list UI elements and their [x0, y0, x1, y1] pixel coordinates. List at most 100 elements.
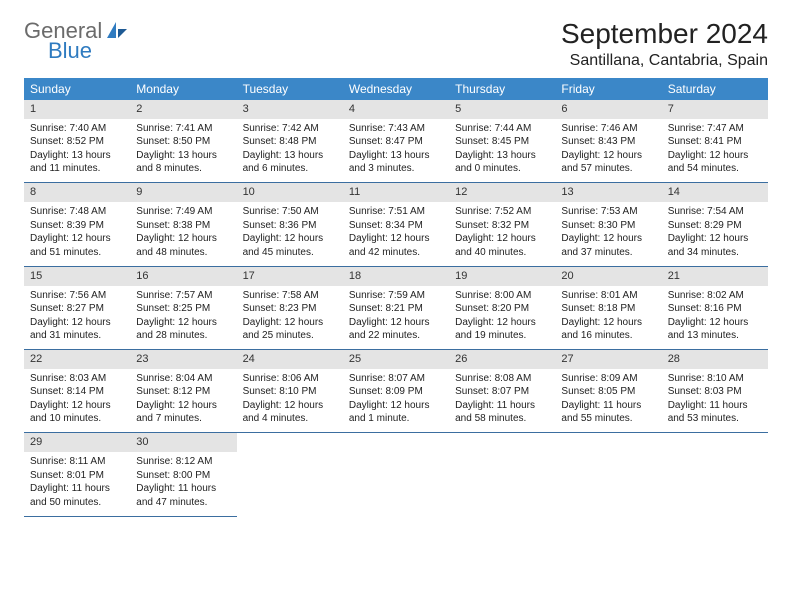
- daylight-line2: and 16 minutes.: [561, 329, 655, 343]
- sunrise-text: Sunrise: 7:41 AM: [136, 122, 230, 136]
- day-number: 18: [343, 266, 449, 285]
- daylight-line1: Daylight: 12 hours: [668, 316, 762, 330]
- sunset-text: Sunset: 8:20 PM: [455, 302, 549, 316]
- day-number: 26: [449, 350, 555, 369]
- sunset-text: Sunset: 8:23 PM: [243, 302, 337, 316]
- sunrise-text: Sunrise: 7:46 AM: [561, 122, 655, 136]
- day-cell: [662, 452, 768, 516]
- day-cell: Sunrise: 7:42 AMSunset: 8:48 PMDaylight:…: [237, 119, 343, 183]
- sunset-text: Sunset: 8:39 PM: [30, 219, 124, 233]
- sunrise-text: Sunrise: 7:52 AM: [455, 205, 549, 219]
- daylight-line1: Daylight: 12 hours: [561, 316, 655, 330]
- daylight-line1: Daylight: 12 hours: [243, 316, 337, 330]
- sunset-text: Sunset: 8:00 PM: [136, 469, 230, 483]
- day-number: 7: [662, 100, 768, 119]
- day-number: 20: [555, 266, 661, 285]
- sunset-text: Sunset: 8:09 PM: [349, 385, 443, 399]
- sunset-text: Sunset: 8:45 PM: [455, 135, 549, 149]
- sunrise-text: Sunrise: 8:09 AM: [561, 372, 655, 386]
- sunset-text: Sunset: 8:30 PM: [561, 219, 655, 233]
- day-number: 22: [24, 350, 130, 369]
- daylight-line1: Daylight: 12 hours: [668, 232, 762, 246]
- daylight-line2: and 22 minutes.: [349, 329, 443, 343]
- day-number: 9: [130, 183, 236, 202]
- daylight-line1: Daylight: 12 hours: [243, 399, 337, 413]
- daylight-line1: Daylight: 12 hours: [561, 232, 655, 246]
- daylight-line2: and 10 minutes.: [30, 412, 124, 426]
- daylight-line1: Daylight: 12 hours: [349, 399, 443, 413]
- data-row: Sunrise: 7:56 AMSunset: 8:27 PMDaylight:…: [24, 286, 768, 350]
- weekday-header: Saturday: [662, 78, 768, 100]
- daylight-line1: Daylight: 11 hours: [30, 482, 124, 496]
- daylight-line2: and 3 minutes.: [349, 162, 443, 176]
- day-cell: [449, 452, 555, 516]
- day-number: 17: [237, 266, 343, 285]
- sunset-text: Sunset: 8:32 PM: [455, 219, 549, 233]
- daylight-line1: Daylight: 11 hours: [561, 399, 655, 413]
- sunset-text: Sunset: 8:03 PM: [668, 385, 762, 399]
- sunset-text: Sunset: 8:16 PM: [668, 302, 762, 316]
- daynum-row: 2930: [24, 433, 768, 452]
- daylight-line2: and 57 minutes.: [561, 162, 655, 176]
- sunset-text: Sunset: 8:12 PM: [136, 385, 230, 399]
- sunrise-text: Sunrise: 7:48 AM: [30, 205, 124, 219]
- daylight-line2: and 13 minutes.: [668, 329, 762, 343]
- sunset-text: Sunset: 8:47 PM: [349, 135, 443, 149]
- sunrise-text: Sunrise: 7:57 AM: [136, 289, 230, 303]
- weekday-header: Monday: [130, 78, 236, 100]
- day-cell: Sunrise: 7:41 AMSunset: 8:50 PMDaylight:…: [130, 119, 236, 183]
- daylight-line2: and 28 minutes.: [136, 329, 230, 343]
- day-number: 11: [343, 183, 449, 202]
- daylight-line1: Daylight: 12 hours: [136, 232, 230, 246]
- day-number: 25: [343, 350, 449, 369]
- location-label: Santillana, Cantabria, Spain: [561, 52, 768, 70]
- day-number: 10: [237, 183, 343, 202]
- sunrise-text: Sunrise: 7:40 AM: [30, 122, 124, 136]
- daylight-line2: and 7 minutes.: [136, 412, 230, 426]
- sunset-text: Sunset: 8:29 PM: [668, 219, 762, 233]
- day-cell: Sunrise: 7:48 AMSunset: 8:39 PMDaylight:…: [24, 202, 130, 266]
- sunset-text: Sunset: 8:34 PM: [349, 219, 443, 233]
- weekday-header: Thursday: [449, 78, 555, 100]
- day-cell: Sunrise: 8:11 AMSunset: 8:01 PMDaylight:…: [24, 452, 130, 516]
- day-cell: Sunrise: 8:03 AMSunset: 8:14 PMDaylight:…: [24, 369, 130, 433]
- sunrise-text: Sunrise: 7:59 AM: [349, 289, 443, 303]
- day-cell: Sunrise: 7:44 AMSunset: 8:45 PMDaylight:…: [449, 119, 555, 183]
- day-cell: Sunrise: 8:00 AMSunset: 8:20 PMDaylight:…: [449, 286, 555, 350]
- sunset-text: Sunset: 8:21 PM: [349, 302, 443, 316]
- day-cell: Sunrise: 7:51 AMSunset: 8:34 PMDaylight:…: [343, 202, 449, 266]
- weekday-header-row: Sunday Monday Tuesday Wednesday Thursday…: [24, 78, 768, 100]
- daynum-row: 891011121314: [24, 183, 768, 202]
- day-cell: [343, 452, 449, 516]
- sunset-text: Sunset: 8:07 PM: [455, 385, 549, 399]
- daylight-line1: Daylight: 12 hours: [30, 232, 124, 246]
- sunset-text: Sunset: 8:18 PM: [561, 302, 655, 316]
- sunset-text: Sunset: 8:14 PM: [30, 385, 124, 399]
- day-cell: Sunrise: 7:47 AMSunset: 8:41 PMDaylight:…: [662, 119, 768, 183]
- daylight-line1: Daylight: 13 hours: [455, 149, 549, 163]
- weekday-header: Sunday: [24, 78, 130, 100]
- daylight-line1: Daylight: 12 hours: [136, 399, 230, 413]
- daylight-line1: Daylight: 11 hours: [136, 482, 230, 496]
- daylight-line2: and 53 minutes.: [668, 412, 762, 426]
- daylight-line1: Daylight: 12 hours: [30, 399, 124, 413]
- sunrise-text: Sunrise: 8:02 AM: [668, 289, 762, 303]
- daynum-row: 15161718192021: [24, 266, 768, 285]
- day-cell: Sunrise: 8:12 AMSunset: 8:00 PMDaylight:…: [130, 452, 236, 516]
- daylight-line2: and 34 minutes.: [668, 246, 762, 260]
- day-cell: Sunrise: 8:09 AMSunset: 8:05 PMDaylight:…: [555, 369, 661, 433]
- day-cell: Sunrise: 8:06 AMSunset: 8:10 PMDaylight:…: [237, 369, 343, 433]
- day-number: 3: [237, 100, 343, 119]
- daylight-line2: and 37 minutes.: [561, 246, 655, 260]
- day-number: 29: [24, 433, 130, 452]
- daylight-line1: Daylight: 13 hours: [30, 149, 124, 163]
- day-cell: Sunrise: 8:01 AMSunset: 8:18 PMDaylight:…: [555, 286, 661, 350]
- day-number: 8: [24, 183, 130, 202]
- day-cell: Sunrise: 7:54 AMSunset: 8:29 PMDaylight:…: [662, 202, 768, 266]
- day-cell: Sunrise: 7:53 AMSunset: 8:30 PMDaylight:…: [555, 202, 661, 266]
- daylight-line1: Daylight: 12 hours: [668, 149, 762, 163]
- daylight-line2: and 40 minutes.: [455, 246, 549, 260]
- day-cell: Sunrise: 7:49 AMSunset: 8:38 PMDaylight:…: [130, 202, 236, 266]
- sunset-text: Sunset: 8:05 PM: [561, 385, 655, 399]
- day-number: 23: [130, 350, 236, 369]
